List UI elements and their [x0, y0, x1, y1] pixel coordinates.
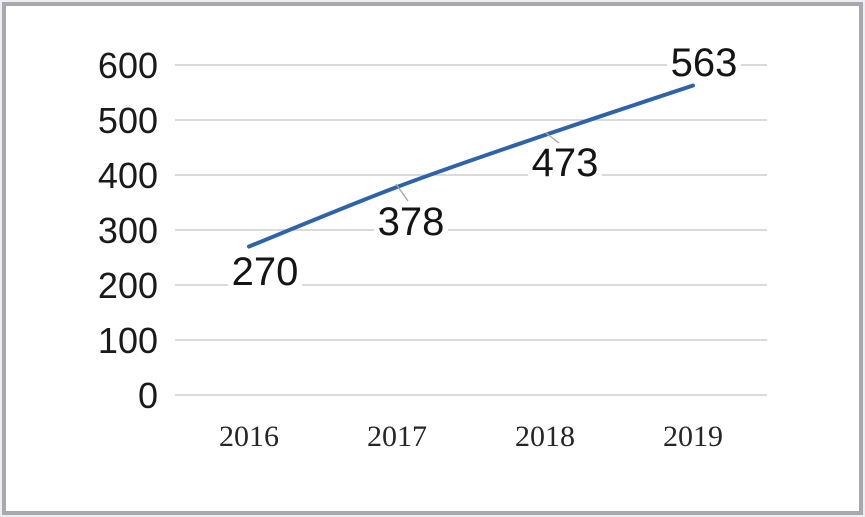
data-label-378: 378	[378, 200, 445, 244]
leader-line-378	[395, 183, 409, 202]
data-labels: 270 378 473 563	[228, 41, 741, 294]
x-axis-labels: 2016 2017 2018 2019	[219, 420, 723, 453]
data-label-563: 563	[671, 41, 738, 85]
data-label-bg-473	[528, 143, 602, 179]
data-series-line	[247, 83, 695, 249]
data-label-bg-563	[667, 43, 741, 79]
data-label-bg-378	[374, 202, 448, 238]
x-tick-2018: 2018	[515, 420, 575, 453]
data-label-270: 270	[232, 250, 299, 294]
y-tick-500: 500	[98, 100, 158, 141]
y-axis-labels: 600 500 400 300 200 100 0	[98, 45, 158, 416]
gridlines	[175, 64, 767, 396]
x-tick-2019: 2019	[663, 420, 723, 453]
y-tick-400: 400	[98, 155, 158, 196]
y-tick-600: 600	[98, 45, 158, 86]
data-label-473: 473	[532, 141, 599, 185]
y-tick-200: 200	[98, 265, 158, 306]
y-tick-0: 0	[138, 375, 158, 416]
x-tick-2017: 2017	[367, 420, 427, 453]
y-tick-300: 300	[98, 210, 158, 251]
data-label-bg-270	[228, 252, 302, 288]
y-tick-100: 100	[98, 320, 158, 361]
x-tick-2016: 2016	[219, 420, 279, 453]
